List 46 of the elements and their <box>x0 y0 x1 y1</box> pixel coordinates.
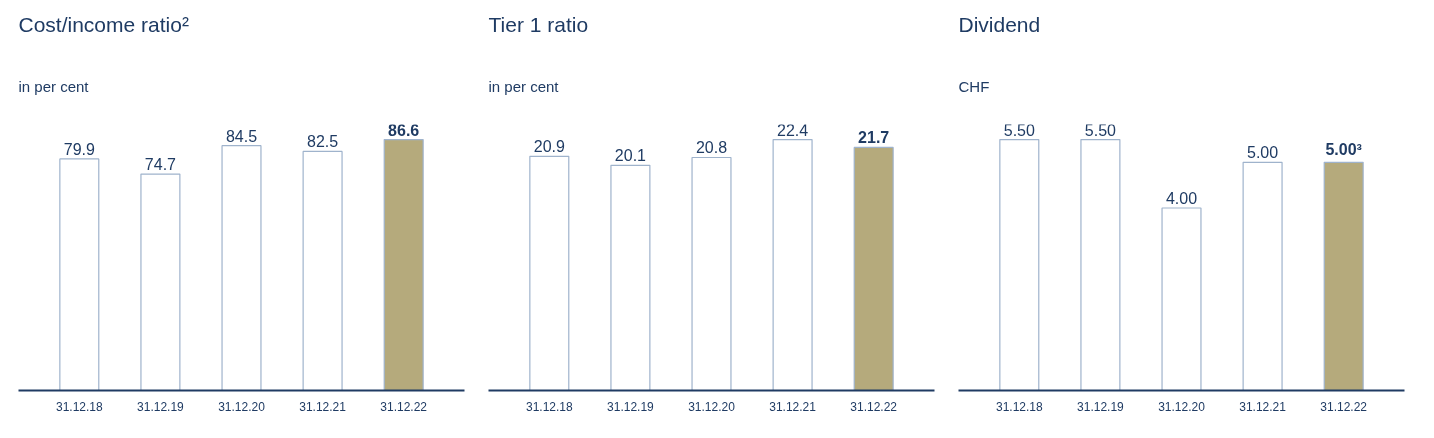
x-tick-label: 31.12.20 <box>1158 399 1206 414</box>
x-tick-label: 31.12.18 <box>995 399 1043 414</box>
x-tick-label: 31.12.21 <box>299 399 347 414</box>
data-label: 5.50 <box>1003 121 1035 139</box>
data-label: 20.1 <box>614 147 647 165</box>
chart-title: Tier 1 ratio <box>488 12 589 36</box>
bar <box>302 150 343 391</box>
data-label: 5.50 <box>1084 121 1117 139</box>
data-label: 21.7 <box>858 129 890 147</box>
data-label: 22.4 <box>777 121 809 139</box>
x-tick-label: 31.12.21 <box>769 399 817 414</box>
bar <box>140 173 181 391</box>
data-label: 79.9 <box>63 140 95 158</box>
chart-title: Cost/income ratio² <box>18 12 189 36</box>
x-tick-label: 31.12.21 <box>1239 399 1287 414</box>
data-label: 20.9 <box>533 138 565 156</box>
x-tick-label: 31.12.20 <box>688 399 736 414</box>
x-tick-label: 31.12.19 <box>1077 399 1125 414</box>
bar <box>221 145 262 391</box>
data-label: 4.00 <box>1165 190 1198 207</box>
data-label: 82.5 <box>307 133 339 151</box>
data-label: 20.8 <box>695 139 728 157</box>
chart-subtitle: in per cent <box>18 77 90 95</box>
data-label: 74.7 <box>144 156 177 174</box>
bar <box>691 156 732 391</box>
chart-subtitle: CHF <box>958 77 990 95</box>
x-tick-label: 31.12.18 <box>525 399 573 414</box>
bar <box>529 155 570 391</box>
chart-subtitle: in per cent <box>488 77 560 95</box>
data-label: 5.00³ <box>1325 141 1362 159</box>
bar <box>610 164 651 391</box>
data-label: 5.00 <box>1247 144 1279 162</box>
x-tick-label: 31.12.20 <box>218 399 266 414</box>
bar <box>772 138 813 391</box>
x-tick-label: 31.12.22 <box>1320 399 1368 414</box>
x-tick-label: 31.12.19 <box>137 399 185 414</box>
chart-title: Dividend <box>958 12 1041 36</box>
data-label: 86.6 <box>388 121 420 139</box>
bar <box>853 146 894 391</box>
bar <box>383 138 424 391</box>
bar <box>59 158 100 391</box>
x-tick-label: 31.12.22 <box>850 399 898 414</box>
x-tick-label: 31.12.19 <box>607 399 655 414</box>
data-label: 84.5 <box>225 127 258 145</box>
x-tick-label: 31.12.22 <box>380 399 428 414</box>
x-tick-label: 31.12.18 <box>55 399 103 414</box>
